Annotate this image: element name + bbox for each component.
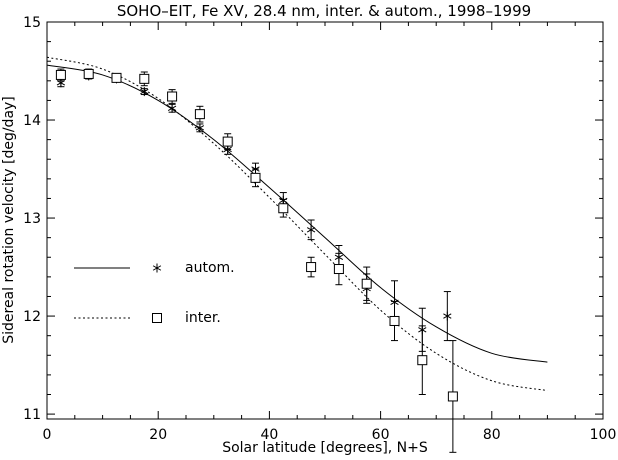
x-tick-label: 20	[149, 427, 167, 443]
marker-inter	[389, 315, 400, 326]
marker-inter	[167, 91, 178, 102]
marker-autom	[140, 87, 149, 97]
marker-inter	[361, 278, 372, 289]
y-tick-label: 11	[23, 407, 41, 423]
chart-title: SOHO–EIT, Fe XV, 28.4 nm, inter. & autom…	[117, 2, 531, 20]
y-tick-label: 15	[23, 15, 41, 31]
fit-curves	[46, 56, 548, 392]
legend-marker-autom	[152, 263, 162, 273]
marker-inter	[111, 72, 122, 83]
marker-inter	[333, 264, 344, 275]
marker-inter	[447, 391, 458, 402]
marker-autom	[443, 311, 452, 321]
marker-inter	[222, 136, 233, 147]
marker-autom	[390, 297, 399, 307]
legend-label-inter: inter.	[185, 310, 221, 326]
marker-inter	[278, 203, 289, 214]
legend-label-autom: autom.	[185, 260, 235, 276]
marker-inter	[83, 68, 94, 79]
marker-autom	[167, 103, 177, 113]
marker-autom	[418, 325, 427, 335]
marker-inter	[306, 262, 317, 273]
fit-curve-inter	[46, 56, 548, 392]
y-tick-label: 12	[23, 309, 41, 325]
marker-inter	[194, 109, 205, 120]
y-tick-label: 13	[23, 211, 41, 227]
x-tick-label: 60	[372, 427, 390, 443]
x-tick-label: 80	[483, 427, 501, 443]
y-axis-label: Sidereal rotation velocity [deg/day]	[1, 96, 17, 344]
y-tick-label: 14	[23, 113, 41, 129]
x-axis-label: Solar latitude [degrees], N+S	[222, 440, 428, 456]
error-bars	[57, 68, 457, 453]
x-tick-label: 40	[260, 427, 278, 443]
marker-autom	[251, 164, 260, 174]
marker-autom	[334, 252, 344, 262]
x-tick-label: 0	[43, 427, 52, 443]
legend-marker-inter	[152, 313, 162, 323]
marker-inter	[139, 73, 150, 84]
marker-autom	[306, 225, 316, 235]
axis-ticks: 0 20 40 60 80 100 11 12 13 14 15	[23, 15, 616, 443]
x-tick-label: 100	[590, 427, 617, 443]
marker-inter	[55, 69, 66, 80]
marker-autom	[195, 123, 205, 133]
legend: autom. inter.	[74, 260, 235, 326]
data-markers	[55, 68, 458, 402]
marker-inter	[417, 355, 428, 366]
fit-curve-autom	[46, 64, 548, 363]
marker-inter	[250, 172, 261, 183]
